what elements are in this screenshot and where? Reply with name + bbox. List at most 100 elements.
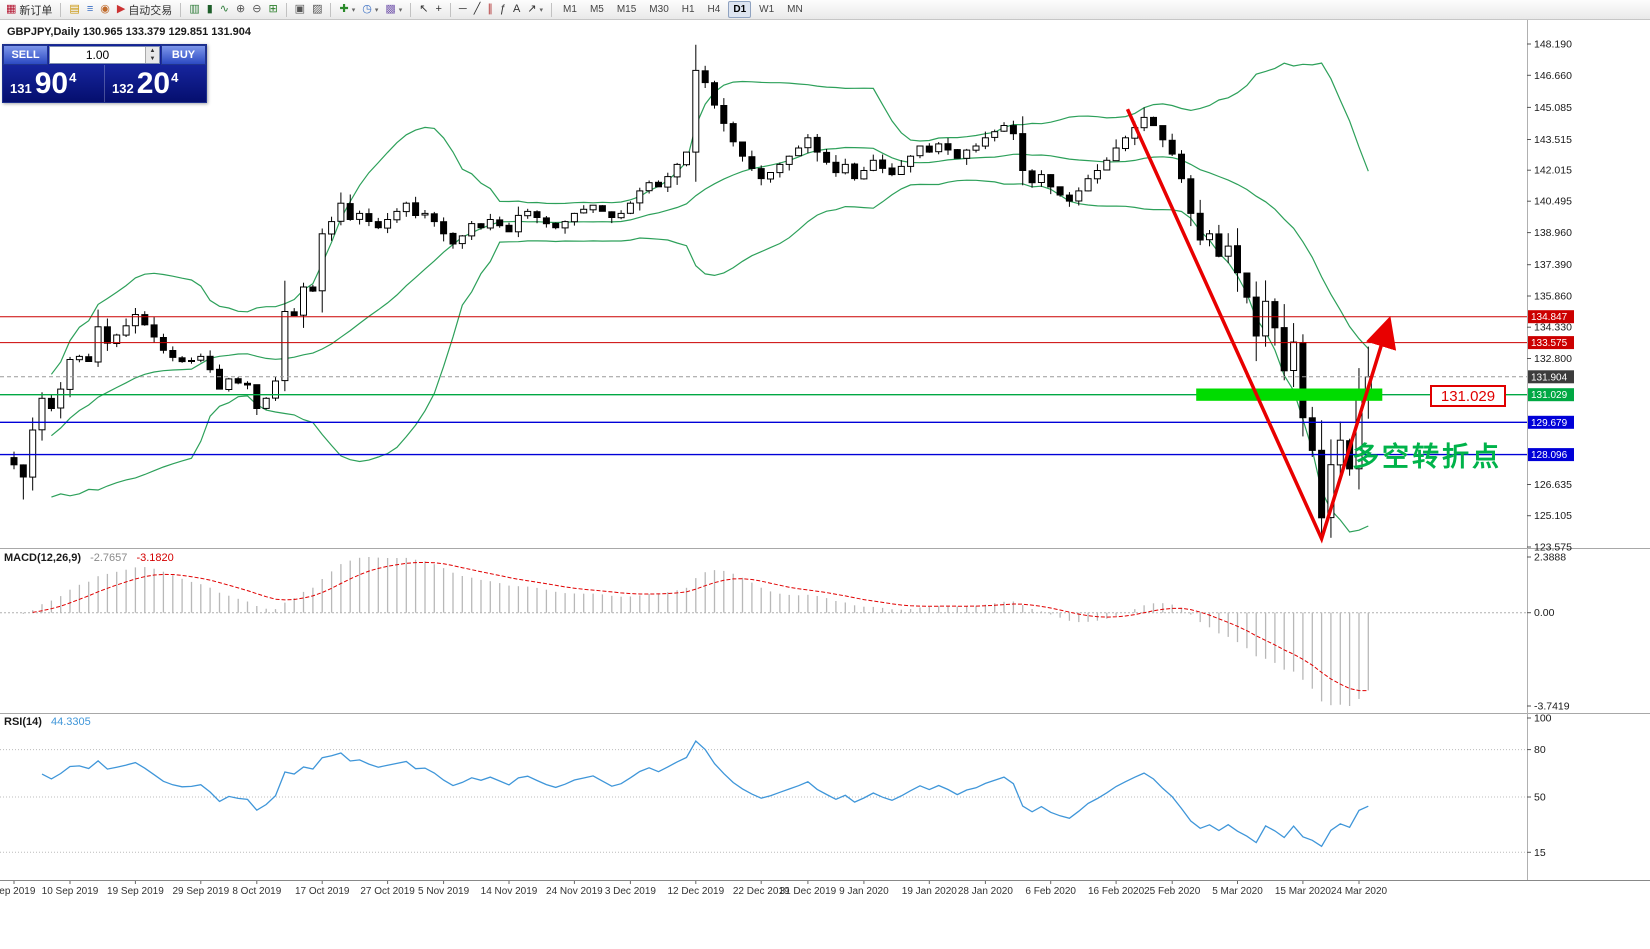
new-order-button[interactable]: ▦ 新订单 (3, 1, 55, 18)
candle (608, 211, 616, 224)
rsi-value: 44.3305 (50, 716, 91, 728)
volume-input[interactable]: 1.00 ▲ ▼ (49, 46, 160, 64)
tile-windows-icon[interactable]: ▣ (292, 1, 308, 18)
timeframe-H1[interactable]: H1 (681, 4, 695, 15)
candle (1047, 174, 1055, 195)
line-chart-icon: ∿ (219, 3, 229, 15)
support-price-label[interactable]: 131.029 (1430, 385, 1506, 407)
trendline-tool-icon: ╱ (473, 3, 481, 15)
time-tick-label: Sep 2019 (0, 886, 36, 897)
time-tick-label: 16 Feb 2020 (1088, 886, 1145, 897)
candle (402, 201, 410, 217)
sell-price-sup: 4 (69, 70, 77, 85)
text-tool-icon[interactable]: A (510, 1, 523, 18)
candle (1308, 406, 1316, 457)
cascade-windows-icon[interactable]: ▨ (309, 1, 325, 18)
navigator-icon[interactable]: ◉ (97, 1, 113, 18)
sell-price[interactable]: 131 90 4 (3, 65, 104, 102)
cursor-icon[interactable]: ↖ (416, 1, 431, 18)
candle (552, 222, 560, 230)
candle (897, 160, 905, 175)
one-click-top-row: SELL 1.00 ▲ ▼ BUY (3, 45, 206, 65)
candle (253, 384, 261, 415)
candle (617, 210, 625, 220)
price-tag: 131.904 (1528, 370, 1574, 384)
candle (290, 308, 298, 317)
templates-icon: ▩ (385, 3, 396, 15)
grid-icon[interactable]: ⊞ (265, 1, 280, 18)
candle (1271, 298, 1279, 346)
zoom-out-icon[interactable]: ⊖ (249, 1, 264, 18)
chevron-down-icon: ▾ (374, 6, 379, 14)
hline-tool-icon[interactable]: ─ (456, 1, 470, 18)
timeframe-D1[interactable]: D1 (728, 1, 752, 18)
channel-tool-icon[interactable]: ∥ (484, 1, 496, 18)
zoom-in-icon[interactable]: ⊕ (233, 1, 248, 18)
candle (860, 166, 868, 180)
price-tick-label: 137.390 (1534, 259, 1572, 271)
trendline-tool-icon[interactable]: ╱ (471, 1, 484, 18)
candle (300, 282, 307, 328)
candle (514, 206, 522, 238)
timeframe-M5[interactable]: M5 (589, 4, 604, 15)
candle (1065, 192, 1073, 207)
volume-value[interactable]: 1.00 (85, 48, 110, 62)
candle (1150, 116, 1157, 127)
candle (813, 134, 821, 162)
market-watch-icon[interactable]: ≡ (84, 1, 96, 18)
time-tick-label: 24 Nov 2019 (546, 886, 603, 897)
periods-icon[interactable]: ◷ ▾ (359, 1, 381, 18)
timeframe-M30[interactable]: M30 (649, 4, 669, 15)
volume-down-icon[interactable]: ▼ (146, 55, 159, 63)
candle (421, 210, 429, 219)
sell-button[interactable]: SELL (3, 45, 48, 65)
candle (570, 212, 578, 226)
candle (197, 353, 205, 363)
time-tick-label: 28 Jan 2020 (958, 886, 1013, 897)
candle (767, 172, 774, 183)
candle (757, 165, 765, 186)
candle (1028, 169, 1036, 188)
bar-chart-icon[interactable]: ▥ (186, 1, 202, 18)
top-toolbar: ▦ 新订单 ▤ ≡ ◉ ▶ 自动交易 ▥ ▮ ∿ ⊕ ⊖ ⊞ ▣ ▨ ✚ ▾ ◷ ▾ ▩ ▾ ↖ + ─ ╱ ∥ ƒ A ↗ ▾ M1 M5 M… (0, 0, 1650, 20)
candle (468, 221, 476, 240)
trend-arrow[interactable] (1125, 108, 1397, 544)
autotrading-button: ▶ (116, 3, 126, 15)
arrows-tool-icon[interactable]: ↗ ▾ (524, 1, 546, 18)
candle (1122, 135, 1129, 152)
templates-icon[interactable]: ▩ ▾ (382, 1, 405, 18)
time-tick-label: 12 Dec 2019 (667, 886, 724, 897)
support-zone-rect[interactable] (1196, 388, 1383, 401)
candle (598, 205, 606, 212)
one-click-trading-panel: SELL 1.00 ▲ ▼ BUY 131 90 4 132 20 4 (2, 44, 207, 103)
price-tick-label: 138.960 (1534, 227, 1572, 239)
fibonacci-tool-icon[interactable]: ƒ (497, 1, 509, 18)
buy-price-big: 20 (136, 67, 171, 100)
candle (1327, 439, 1335, 538)
timeframe-H4[interactable]: H4 (707, 4, 721, 15)
timeframe-W1[interactable]: W1 (759, 4, 775, 15)
timeframe-M15[interactable]: M15 (616, 4, 637, 15)
new-chart-icon[interactable]: ✚ ▾ (336, 1, 358, 18)
candle (1206, 230, 1213, 247)
timeframe-M1[interactable]: M1 (563, 4, 577, 15)
charts-icon[interactable]: ▤ (66, 1, 82, 18)
fibonacci-tool-icon: ƒ (499, 3, 506, 15)
candle (122, 318, 130, 337)
price-tag-label: 128.096 (1531, 450, 1568, 461)
autotrading-button[interactable]: ▶ 自动交易 (114, 1, 175, 18)
price-tick-label: 143.515 (1534, 134, 1572, 146)
volume-spinner[interactable]: ▲ ▼ (145, 47, 159, 63)
buy-button[interactable]: BUY (161, 45, 206, 65)
crosshair-icon[interactable]: + (432, 1, 444, 18)
candle (356, 210, 364, 225)
turning-point-note[interactable]: 多空转折点 (1352, 442, 1502, 472)
timeframe-MN[interactable]: MN (787, 4, 803, 15)
price-tick-label: 126.635 (1534, 479, 1572, 491)
candlestick-chart-icon[interactable]: ▮ (204, 1, 216, 18)
buy-price[interactable]: 132 20 4 (104, 65, 206, 102)
candle (972, 143, 980, 153)
volume-up-icon[interactable]: ▲ (146, 47, 159, 55)
line-chart-icon[interactable]: ∿ (217, 1, 232, 18)
